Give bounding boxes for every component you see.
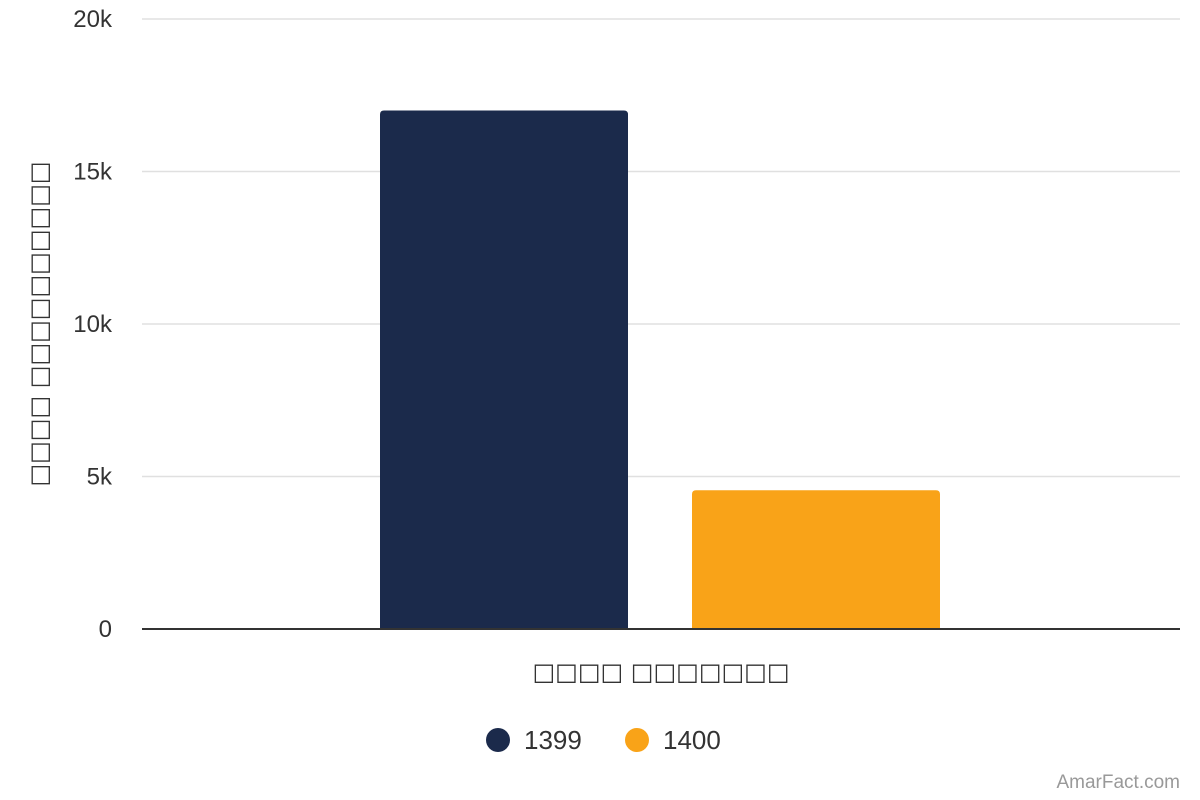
- x-axis-label: □□□□ □□□□□□□: [532, 658, 789, 686]
- legend-marker: [486, 728, 510, 752]
- y-axis-label: □□□□ □□□□□□□□□□: [25, 161, 53, 486]
- y-tick-label: 10k: [73, 311, 113, 338]
- legend-label: 1400: [663, 725, 721, 755]
- legend-item-1400[interactable]: 1400: [625, 725, 721, 755]
- y-tick-label: 20k: [73, 6, 113, 33]
- gridlines: [142, 18, 1180, 478]
- bar-1399[interactable]: [380, 110, 628, 630]
- y-axis-ticks: 0 5k 10k 15k 20k: [73, 6, 113, 643]
- bars: [380, 110, 940, 630]
- legend-marker: [625, 728, 649, 752]
- y-tick-label: 0: [99, 616, 112, 643]
- legend-label: 1399: [524, 725, 582, 755]
- bar-1400[interactable]: [692, 490, 940, 629]
- credit-text: AmarFact.com: [1056, 772, 1180, 793]
- y-tick-label: 5k: [87, 464, 113, 491]
- y-tick-label: 15k: [73, 159, 113, 186]
- legend: 1399 1400: [486, 725, 721, 755]
- legend-item-1399[interactable]: 1399: [486, 725, 582, 755]
